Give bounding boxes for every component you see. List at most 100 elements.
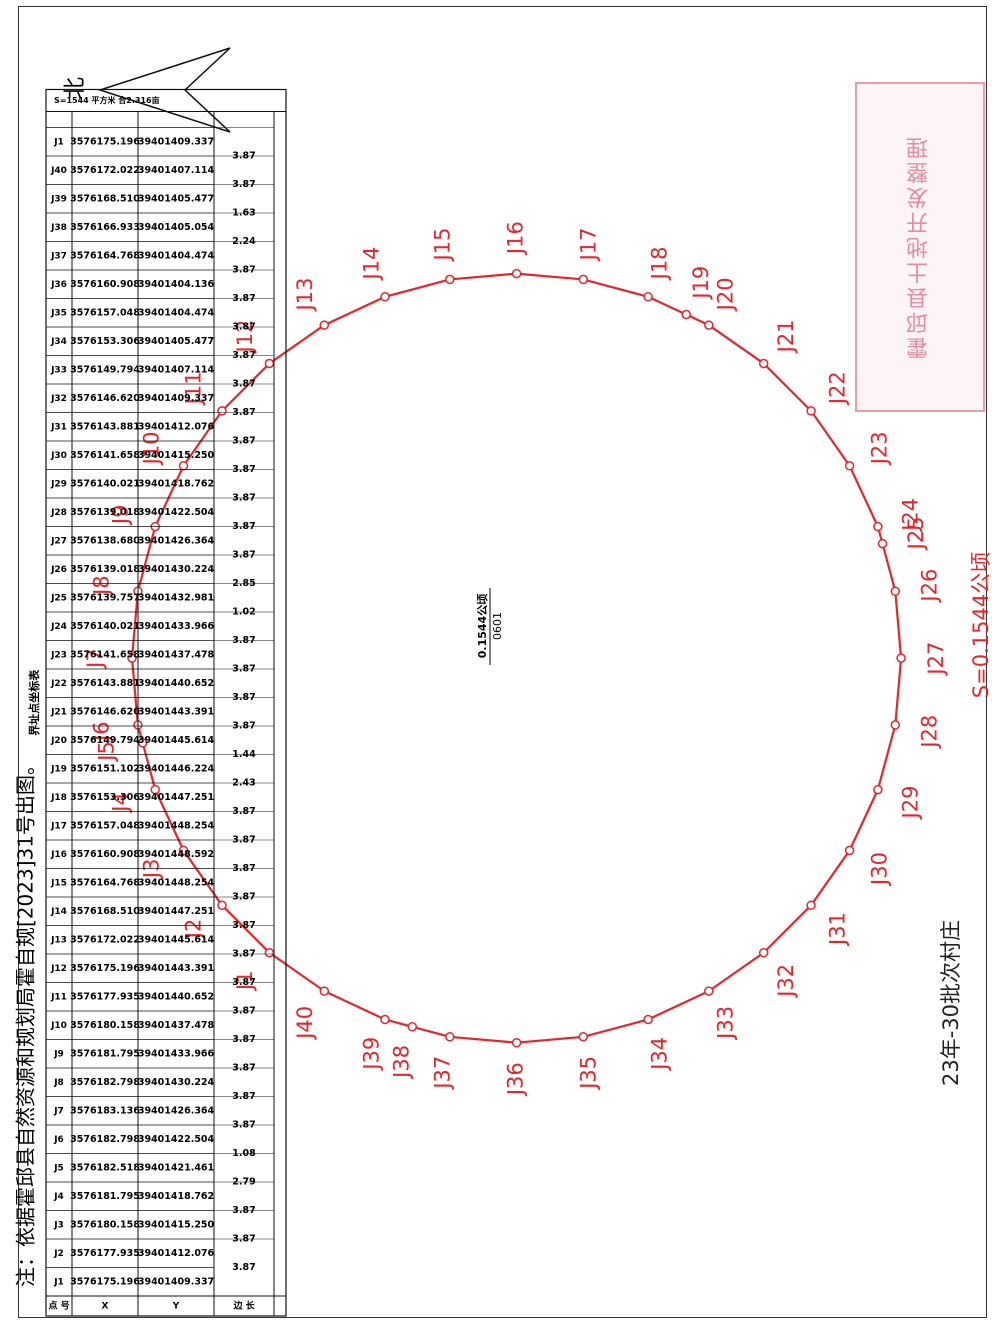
table-header-cell: X xyxy=(102,1302,109,1312)
table-cell-edge: 3.87 xyxy=(232,151,255,162)
table-cell: 3576183.136 xyxy=(70,1105,140,1116)
table-cell: 3576166.933 xyxy=(70,222,140,233)
point-label: J19 xyxy=(689,266,713,301)
table-cell: J22 xyxy=(50,679,67,689)
table-cell: J18 xyxy=(50,793,67,803)
table-cell: J19 xyxy=(50,764,67,774)
table-cell-edge: 3.87 xyxy=(232,265,255,276)
boundary-point-j21 xyxy=(758,358,769,369)
table-cell: 3576146.620 xyxy=(70,393,140,404)
table-cell-edge: 2.79 xyxy=(232,1177,255,1188)
table-cell: 39401418.762 xyxy=(138,1191,214,1202)
boundary-point-j36 xyxy=(511,1037,522,1048)
table-cell: 3576139.757 xyxy=(70,592,140,603)
table-cell-edge: 1.44 xyxy=(232,749,256,760)
point-label: J8 xyxy=(89,575,113,597)
table-cell-edge: 3.87 xyxy=(232,835,255,846)
boundary-point-j20 xyxy=(704,320,714,330)
boundary-point-j1 xyxy=(264,947,275,958)
table-cell-edge: 3.87 xyxy=(232,1034,255,1045)
table-cell: J40 xyxy=(50,166,67,176)
point-label: J25 xyxy=(904,516,928,551)
table-cell-edge: 3.87 xyxy=(232,1006,255,1017)
north-arrow: 北 xyxy=(63,47,231,133)
table-cell-edge: 3.87 xyxy=(232,293,255,304)
table-title: 界址点坐标表 xyxy=(27,669,41,736)
table-cell: J38 xyxy=(50,223,67,233)
boundary-point-j31 xyxy=(806,900,816,911)
table-cell: 3576153.306 xyxy=(70,792,140,803)
area-summary: S=0.1544公顷 xyxy=(969,552,992,698)
table-cell-edge: 3.87 xyxy=(232,1091,255,1102)
table-cell-edge: 3.87 xyxy=(232,863,255,874)
table-cell-edge: 3.87 xyxy=(232,949,255,960)
point-label: J4 xyxy=(108,792,132,814)
point-label: J9 xyxy=(108,505,132,527)
table-cell: J3 xyxy=(53,1220,64,1230)
table-cell-edge: 3.87 xyxy=(232,635,255,646)
table-cell: 3576180.158 xyxy=(70,1219,140,1230)
table-cell: 3576182.798 xyxy=(70,1077,140,1088)
boundary-point-j2 xyxy=(217,900,227,911)
table-cell: J1 xyxy=(53,137,64,147)
point-label: J30 xyxy=(868,852,892,887)
table-cell: 3576151.102 xyxy=(70,763,140,774)
boundary-point-j33 xyxy=(704,986,714,996)
table-cell: J26 xyxy=(50,565,67,575)
table-cell: 3576141.658 xyxy=(70,649,140,660)
table-cell: 39401437.478 xyxy=(138,649,215,660)
boundary-point-j35 xyxy=(578,1032,589,1042)
table-cell: J24 xyxy=(50,622,67,632)
table-cell: 39401405.477 xyxy=(138,193,214,204)
boundary-point-j38 xyxy=(407,1022,418,1032)
boundary-point-j26 xyxy=(890,586,901,597)
table-cell: 39401426.364 xyxy=(138,1105,215,1116)
table-cell: 3576168.510 xyxy=(70,193,140,204)
boundary-point-j11 xyxy=(217,406,227,416)
table-cell: J32 xyxy=(50,394,67,404)
point-label: J12 xyxy=(233,320,257,355)
table-cell: J34 xyxy=(50,337,67,347)
table-cell: J29 xyxy=(50,479,67,489)
table-cell: 39401404.474 xyxy=(138,250,215,261)
table-cell: J33 xyxy=(50,365,67,375)
table-cell: 39401446.224 xyxy=(138,763,215,774)
table-cell: 3576164.768 xyxy=(70,250,140,261)
table-cell: 3576143.881 xyxy=(70,678,140,689)
point-label: J31 xyxy=(826,912,850,947)
point-label: J3 xyxy=(139,859,163,881)
table-cell-edge: 3.87 xyxy=(232,1234,255,1245)
point-label: J33 xyxy=(714,1006,738,1041)
boundary-point-j16 xyxy=(511,268,522,279)
table-cell: 39401448.254 xyxy=(138,877,215,888)
table-cell-edge: 3.87 xyxy=(232,1262,255,1273)
table-cell: J17 xyxy=(50,821,67,831)
table-cell-edge: 3.87 xyxy=(232,436,255,447)
table-cell: J20 xyxy=(50,736,67,746)
table-cell-edge: 3.87 xyxy=(232,550,255,561)
table-cell: J8 xyxy=(53,1078,64,1088)
table-cell-edge: 3.87 xyxy=(232,493,255,504)
table-cell: 3576182.518 xyxy=(70,1162,140,1173)
table-cell: 3576172.022 xyxy=(70,165,140,176)
point-label: J17 xyxy=(577,227,601,262)
table-cell: 3576181.795 xyxy=(70,1191,140,1202)
table-cell: 39401409.337 xyxy=(138,393,214,404)
table-cell: 39401437.478 xyxy=(138,1020,215,1031)
table-cell: 39401433.966 xyxy=(138,1048,215,1059)
table-cell-edge: 1.08 xyxy=(232,1148,256,1159)
table-cell: J39 xyxy=(50,194,67,204)
table-cell-edge: 3.87 xyxy=(232,806,255,817)
point-label: J6 xyxy=(89,721,113,743)
boundary-point-j12 xyxy=(264,358,275,369)
table-cell: 39401422.504 xyxy=(138,1134,215,1145)
map-frame xyxy=(18,6,987,1318)
boundary-point-j28 xyxy=(890,720,901,730)
point-label: J34 xyxy=(647,1037,671,1072)
point-label: J32 xyxy=(774,964,798,999)
table-cell-edge: 3.87 xyxy=(232,664,255,675)
table-header-cell: 点 号 xyxy=(48,1300,69,1312)
point-label: J35 xyxy=(577,1056,601,1091)
table-cell: J25 xyxy=(50,593,67,603)
table-cell-edge: 3.87 xyxy=(232,692,255,703)
